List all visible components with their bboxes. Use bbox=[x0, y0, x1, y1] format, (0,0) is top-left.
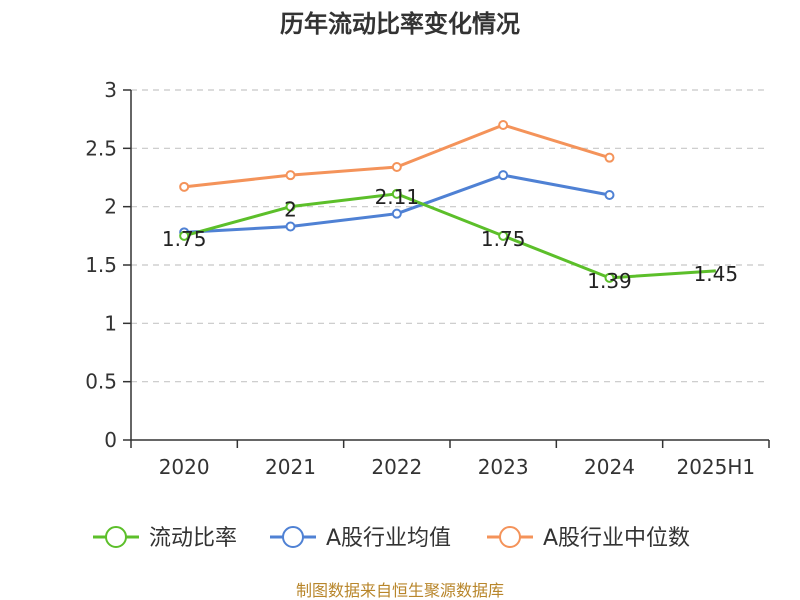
y-tick-label: 3 bbox=[104, 78, 117, 102]
data-point bbox=[604, 190, 615, 200]
data-label: 1.75 bbox=[162, 227, 207, 251]
legend-marker bbox=[499, 526, 521, 548]
data-label: 2 bbox=[284, 198, 297, 222]
y-tick-label: 1.5 bbox=[85, 253, 117, 277]
x-ticks: 2020 2021 2022 2023 2024 2025H1 bbox=[130, 440, 770, 479]
x-tick-label: 2021 bbox=[265, 455, 316, 479]
data-label: 1.45 bbox=[694, 262, 739, 286]
y-tick-label: 1 bbox=[104, 311, 117, 335]
data-point bbox=[498, 230, 509, 241]
data-label: 2.11 bbox=[375, 185, 420, 209]
x-tick-label: 2025H1 bbox=[676, 455, 755, 479]
legend-marker bbox=[105, 526, 127, 548]
legend-marker bbox=[282, 526, 304, 548]
legend-label: 流动比率 bbox=[149, 526, 237, 551]
x-tick-label: 2023 bbox=[478, 455, 529, 479]
data-point bbox=[285, 170, 296, 181]
legend-label: A股行业中位数 bbox=[543, 526, 690, 551]
y-tick-label: 2.5 bbox=[85, 136, 117, 160]
data-label: 1.75 bbox=[481, 227, 526, 251]
series-line bbox=[184, 123, 610, 189]
data-point bbox=[391, 162, 402, 172]
data-point bbox=[391, 188, 402, 199]
y-tick-label: 0 bbox=[104, 428, 117, 452]
data-point bbox=[179, 230, 190, 241]
grid bbox=[131, 89, 769, 383]
y-tick-label: 2 bbox=[104, 195, 117, 219]
data-label: 1.39 bbox=[587, 269, 632, 293]
y-tick-label: 0.5 bbox=[85, 370, 117, 394]
x-tick-label: 2022 bbox=[371, 455, 422, 479]
data-point bbox=[179, 181, 190, 192]
data-point bbox=[604, 272, 615, 283]
data-point bbox=[285, 201, 296, 212]
data-point bbox=[498, 170, 509, 181]
series-line bbox=[183, 192, 716, 280]
y-ticks: 0 0.5 1 1.5 2 2.5 3 bbox=[85, 78, 131, 452]
legend: 流动比率 A股行业均值 A股行业中位数 bbox=[93, 526, 690, 551]
data-point bbox=[285, 221, 296, 232]
series bbox=[179, 120, 716, 283]
x-tick-label: 2020 bbox=[159, 455, 210, 479]
data-point bbox=[391, 208, 402, 219]
data-point bbox=[498, 120, 509, 130]
data-labels: 1.75 2 2.11 1.75 1.39 1.45 bbox=[162, 185, 738, 293]
chart-title: 历年流动比率变化情况 bbox=[280, 10, 520, 38]
source-note: 制图数据来自恒生聚源数据库 bbox=[296, 581, 504, 600]
x-tick-label: 2024 bbox=[584, 455, 635, 479]
data-point bbox=[604, 152, 615, 163]
legend-label: A股行业均值 bbox=[326, 526, 451, 551]
